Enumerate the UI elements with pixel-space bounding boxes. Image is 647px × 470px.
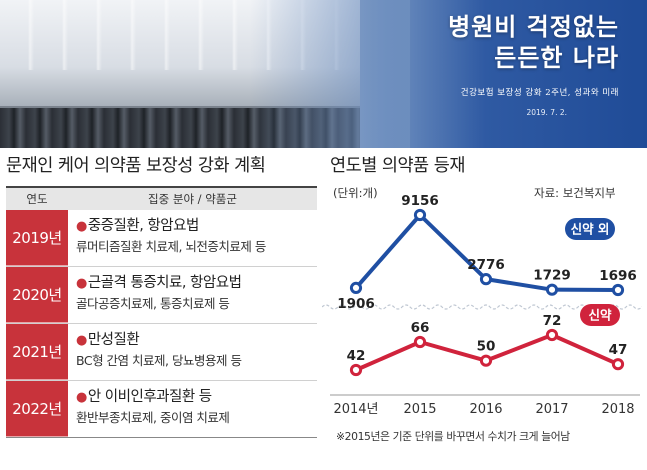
banner-headline-line2: 든든한 나라 [494, 44, 619, 72]
bullet-icon: ● [76, 276, 87, 291]
table-row: 2020년 ●근골격 통증치료, 항암요법 골다공증치료제, 통증치료제 등 [6, 267, 317, 324]
chart-layers: 1906 9156 2776 1729 1696 신약 외 42 66 50 72 47 신약 2014… [322, 195, 642, 417]
row-main: ●근골격 통증치료, 항암요법 [76, 273, 317, 294]
row-year: 2021년 [6, 324, 68, 380]
row-sub: 류머티즘질환 치료제, 뇌전증치료제 등 [76, 239, 266, 254]
data-label: 2776 [467, 257, 505, 273]
photo-fade [250, 0, 410, 148]
table-row: 2022년 ●안 이비인후과질환 등 환반부종치료제, 중이염 치료제 [6, 381, 317, 438]
row-sub: 골다공증치료제, 통증치료제 등 [76, 296, 230, 311]
row-sub: BC형 간염 치료제, 당뇨병용제 등 [76, 353, 242, 368]
row-field: ●만성질환 BC형 간염 치료제, 당뇨병용제 등 [68, 324, 317, 380]
data-point [413, 335, 427, 349]
data-point [349, 281, 363, 294]
data-label: 1729 [533, 268, 571, 284]
table-row: 2021년 ●만성질환 BC형 간염 치료제, 당뇨병용제 등 [6, 324, 317, 381]
data-point [349, 363, 363, 377]
row-main: ●만성질환 [76, 330, 317, 351]
data-label: 1906 [337, 296, 375, 312]
header-field: 집중 분야 / 약품군 [148, 192, 237, 206]
data-label: 1696 [599, 268, 637, 284]
plan-table-title: 문재인 케어 의약품 보장성 강화 계획 [6, 156, 266, 176]
legend-label: 신약 [588, 308, 612, 323]
legend-badge [565, 218, 615, 240]
chart-source: 자료: 보건복지부 [534, 186, 616, 200]
banner-headline: 병원비 걱정없는 든든한 나라 [448, 12, 619, 74]
listing-line-chart: 1906 9156 2776 1729 1696 신약 외 42 66 50 72 47 신약 2014… [322, 195, 642, 417]
row-main-text: 근골격 통증치료, 항암요법 [87, 275, 242, 291]
legend-badge [580, 304, 620, 326]
data-label: 47 [609, 342, 628, 358]
data-label: 42 [347, 348, 366, 364]
banner-headline-line1: 병원비 걱정없는 [448, 13, 619, 41]
row-main-text: 안 이비인후과질환 등 [87, 389, 212, 405]
row-main: ●중증질환, 항암요법 [76, 216, 317, 237]
data-point [545, 328, 559, 342]
data-label: 72 [543, 313, 562, 329]
banner-date: 2019. 7. 2. [526, 108, 567, 117]
axis-break-line [322, 304, 642, 310]
row-year: 2022년 [6, 381, 68, 437]
data-label: 66 [411, 320, 430, 336]
row-field: ●안 이비인후과질환 등 환반부종치료제, 중이염 치료제 [68, 381, 317, 437]
table-row: 2019년 ●중증질환, 항암요법 류머티즘질환 치료제, 뇌전증치료제 등 [6, 210, 317, 267]
data-point [479, 354, 493, 367]
header-year: 연도 [26, 192, 48, 206]
x-tick-label: 2016 [469, 402, 502, 417]
plan-table: 연도 집중 분야 / 약품군 2019년 ●중증질환, 항암요법 류머티즘질환 … [6, 186, 317, 438]
bullet-icon: ● [76, 390, 87, 405]
chart-title: 연도별 의약품 등재 [330, 156, 465, 176]
row-main-text: 만성질환 [87, 332, 140, 348]
data-point [611, 358, 625, 371]
row-year: 2020년 [6, 267, 68, 323]
row-main-text: 중증질환, 항암요법 [87, 218, 199, 234]
x-tick-label: 2015 [403, 402, 436, 417]
data-label: 9156 [401, 195, 439, 209]
row-main: ●안 이비인후과질환 등 [76, 387, 317, 408]
plan-table-header: 연도 집중 분야 / 약품군 [6, 186, 317, 210]
data-label: 50 [477, 339, 496, 355]
x-tick-label: 2017 [535, 402, 568, 417]
chart-footnote: ※2015년은 기준 단위를 바꾸면서 수치가 크게 늘어남 [336, 430, 570, 443]
row-field: ●근골격 통증치료, 항암요법 골다공증치료제, 통증치료제 등 [68, 267, 317, 323]
bullet-icon: ● [76, 333, 87, 348]
chart-unit: (단위:개) [333, 186, 378, 200]
bullet-icon: ● [76, 219, 87, 234]
data-point [611, 283, 625, 297]
x-tick-label: 2018 [601, 402, 634, 417]
header-banner: 병원비 걱정없는 든든한 나라 건강보험 보장성 강화 2주년, 성과와 미래 … [0, 0, 647, 148]
row-year: 2019년 [6, 210, 68, 266]
banner-subheadline: 건강보험 보장성 강화 2주년, 성과와 미래 [460, 88, 619, 98]
x-tick-label: 2014년 [333, 402, 378, 417]
legend-label: 신약 외 [571, 222, 610, 237]
data-point [413, 208, 427, 222]
data-point [545, 283, 559, 296]
row-field: ●중증질환, 항암요법 류머티즘질환 치료제, 뇌전증치료제 등 [68, 210, 317, 266]
data-point [479, 273, 493, 286]
row-sub: 환반부종치료제, 중이염 치료제 [76, 410, 230, 425]
